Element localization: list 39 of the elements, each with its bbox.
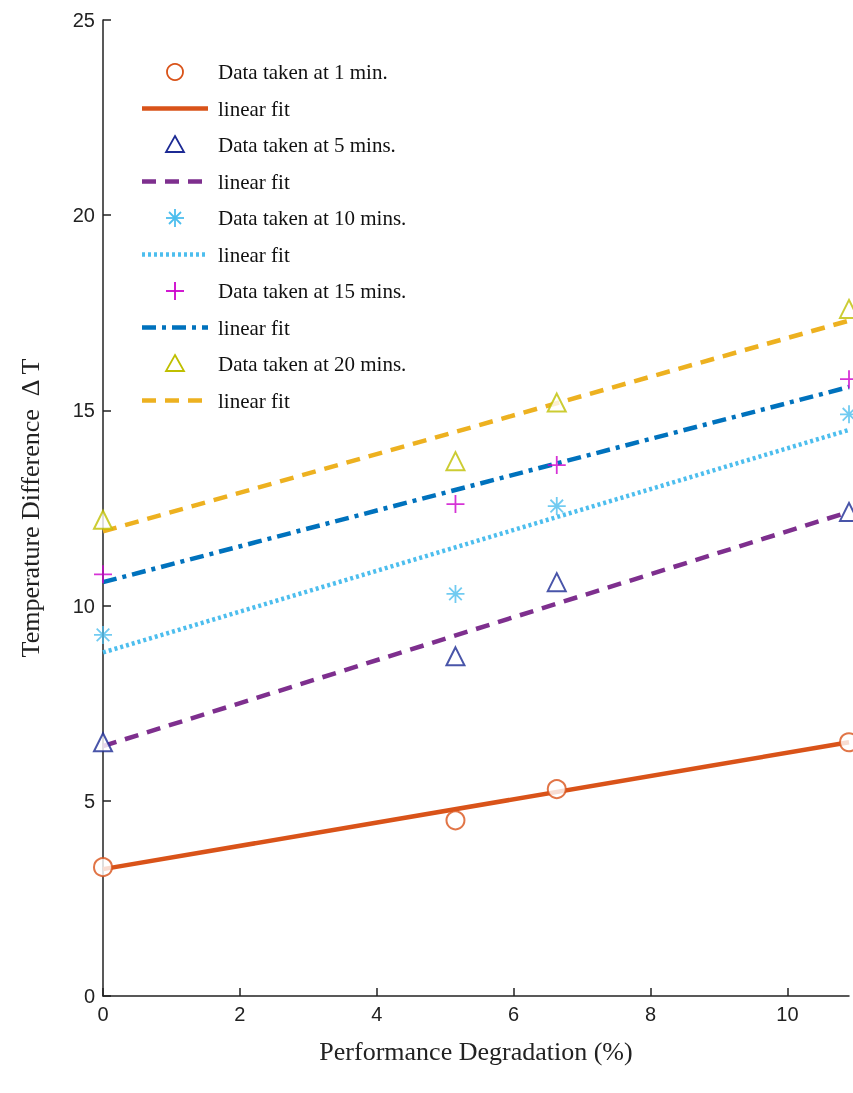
point <box>445 451 466 472</box>
legend-label: linear fit <box>218 242 290 267</box>
y-axis-title: Temperature Difference Δ T <box>15 358 45 658</box>
legend-label: linear fit <box>218 315 290 340</box>
y-tick-label: 15 <box>72 399 95 422</box>
legend-label: linear fit <box>218 169 290 194</box>
x-tick-label: 4 <box>371 1003 383 1025</box>
point <box>445 583 466 604</box>
point <box>546 496 567 516</box>
point <box>546 392 567 413</box>
legend-label: Data taken at 10 mins. <box>218 206 407 230</box>
point <box>546 779 567 800</box>
x-axis-title: Performance Degradation (%) <box>319 1036 633 1066</box>
y-tick-label: 0 <box>83 985 95 1007</box>
legend-label: Data taken at 15 mins. <box>218 279 407 303</box>
point <box>93 732 113 753</box>
point <box>546 572 567 593</box>
legend-label: Data taken at 20 mins. <box>218 352 407 376</box>
legend-label: Data taken at 5 mins. <box>218 133 396 157</box>
point <box>546 455 567 475</box>
legend-label: Data taken at 1 min. <box>218 60 388 84</box>
x-tick-label: 6 <box>508 1003 520 1025</box>
legend-label: linear fit <box>218 388 290 413</box>
point <box>93 857 113 878</box>
x-tick-label: 0 <box>97 1003 109 1025</box>
y-tick-label: 25 <box>72 9 95 31</box>
x-tick-label: 2 <box>234 1003 246 1025</box>
y-tick-label: 10 <box>72 594 95 617</box>
point <box>93 509 113 530</box>
y-tick-label: 5 <box>83 789 95 812</box>
point <box>445 646 466 667</box>
point <box>93 624 113 645</box>
point <box>93 564 113 585</box>
x-tick-label: 8 <box>644 1003 657 1025</box>
x-tick-label: 10 <box>776 1003 799 1025</box>
point <box>445 810 466 831</box>
legend-label: linear fit <box>218 96 290 121</box>
y-tick-label: 20 <box>72 204 95 227</box>
point <box>445 494 466 514</box>
